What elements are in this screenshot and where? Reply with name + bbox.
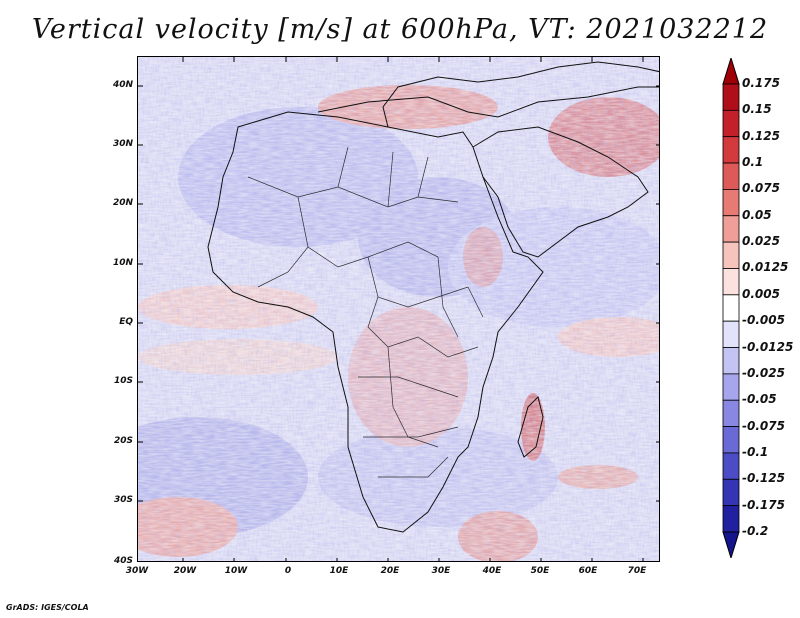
lon-label-30e: 30E	[431, 566, 451, 576]
lon-label-60e: 60E	[578, 566, 598, 576]
credit-text: GrADS: IGES/COLA	[6, 603, 89, 612]
lon-label-0: 0	[284, 566, 292, 576]
chart-title: Vertical velocity [m/s] at 600hPa, VT: 2…	[31, 14, 769, 45]
lat-label-30n: 30N	[112, 139, 133, 149]
colorbar-tick-label: -0.025	[742, 365, 785, 380]
lon-label-20e: 20E	[380, 566, 400, 576]
colorbar-swatch	[722, 189, 740, 217]
colorbar-tick-label: -0.2	[742, 524, 769, 538]
colorbar-swatch	[722, 109, 740, 138]
lon-label-10w: 10W	[224, 566, 248, 576]
colorbar-tick-label: 0.025	[742, 234, 780, 249]
colorbar-tick-label: -0.005	[742, 313, 785, 328]
colorbar-swatch	[722, 241, 740, 269]
colorbar-top-arrow	[722, 58, 740, 85]
colorbar-swatch	[722, 347, 740, 375]
coastlines	[207, 61, 659, 533]
colorbar-tick-label: 0.1	[742, 155, 764, 170]
lat-label-40s: 40S	[113, 556, 133, 566]
lat-label-10n: 10N	[112, 258, 133, 268]
lon-label-20w: 20W	[173, 566, 197, 576]
colorbar	[722, 58, 740, 558]
colorbar-tick-label: 0.05	[742, 207, 772, 222]
colorbar-tick-label: 0.175	[742, 76, 780, 90]
colorbar-tick-label: 0.15	[742, 102, 772, 117]
vertical-velocity-map	[138, 57, 659, 561]
colorbar-tick-label: 0.0125	[742, 260, 789, 275]
colorbar-swatch	[722, 399, 740, 427]
colorbar-swatch	[722, 294, 740, 322]
colorbar-swatch	[722, 452, 740, 480]
colorbar-tick-label: 0.075	[742, 181, 780, 196]
colorbar-swatch	[722, 426, 740, 454]
lat-label-20n: 20N	[112, 198, 133, 208]
colorbar-swatch	[722, 505, 740, 533]
colorbar-swatch	[722, 478, 740, 507]
colorbar-swatch	[722, 136, 740, 164]
country-borders	[247, 146, 484, 478]
colorbar-tick-label: 0.125	[742, 128, 780, 143]
colorbar-tick-label: -0.175	[742, 497, 785, 512]
lon-label-70e: 70E	[627, 566, 647, 576]
colorbar-tick-label: -0.05	[742, 392, 777, 407]
lon-label-10e: 10E	[329, 566, 349, 576]
map-panel	[137, 56, 660, 562]
lon-label-50e: 50E	[530, 566, 550, 576]
colorbar-swatch	[722, 83, 740, 111]
lon-label-30w: 30W	[125, 566, 149, 576]
colorbar-tick-label: -0.125	[742, 471, 785, 486]
colorbar-tick-label: -0.0125	[742, 339, 794, 354]
colorbar-swatch	[722, 215, 740, 243]
lon-label-40e: 40E	[482, 566, 502, 576]
colorbar-tick-label: -0.075	[742, 418, 785, 433]
lat-label-40n: 40N	[112, 80, 133, 90]
lat-label-20s: 20S	[113, 436, 133, 446]
lat-label-10s: 10S	[113, 376, 133, 386]
colorbar-tick-label: 0.005	[742, 286, 780, 301]
colorbar-bottom-arrow	[722, 531, 740, 558]
lat-label-30s: 30S	[113, 495, 133, 505]
colorbar-swatch	[722, 162, 740, 190]
lat-label-eq: EQ	[119, 317, 133, 327]
graticule-ticks	[138, 57, 659, 561]
colorbar-swatch	[722, 373, 740, 401]
colorbar-tick-label: -0.1	[742, 444, 769, 459]
colorbar-swatch	[722, 268, 740, 296]
colorbar-swatch	[722, 320, 740, 348]
